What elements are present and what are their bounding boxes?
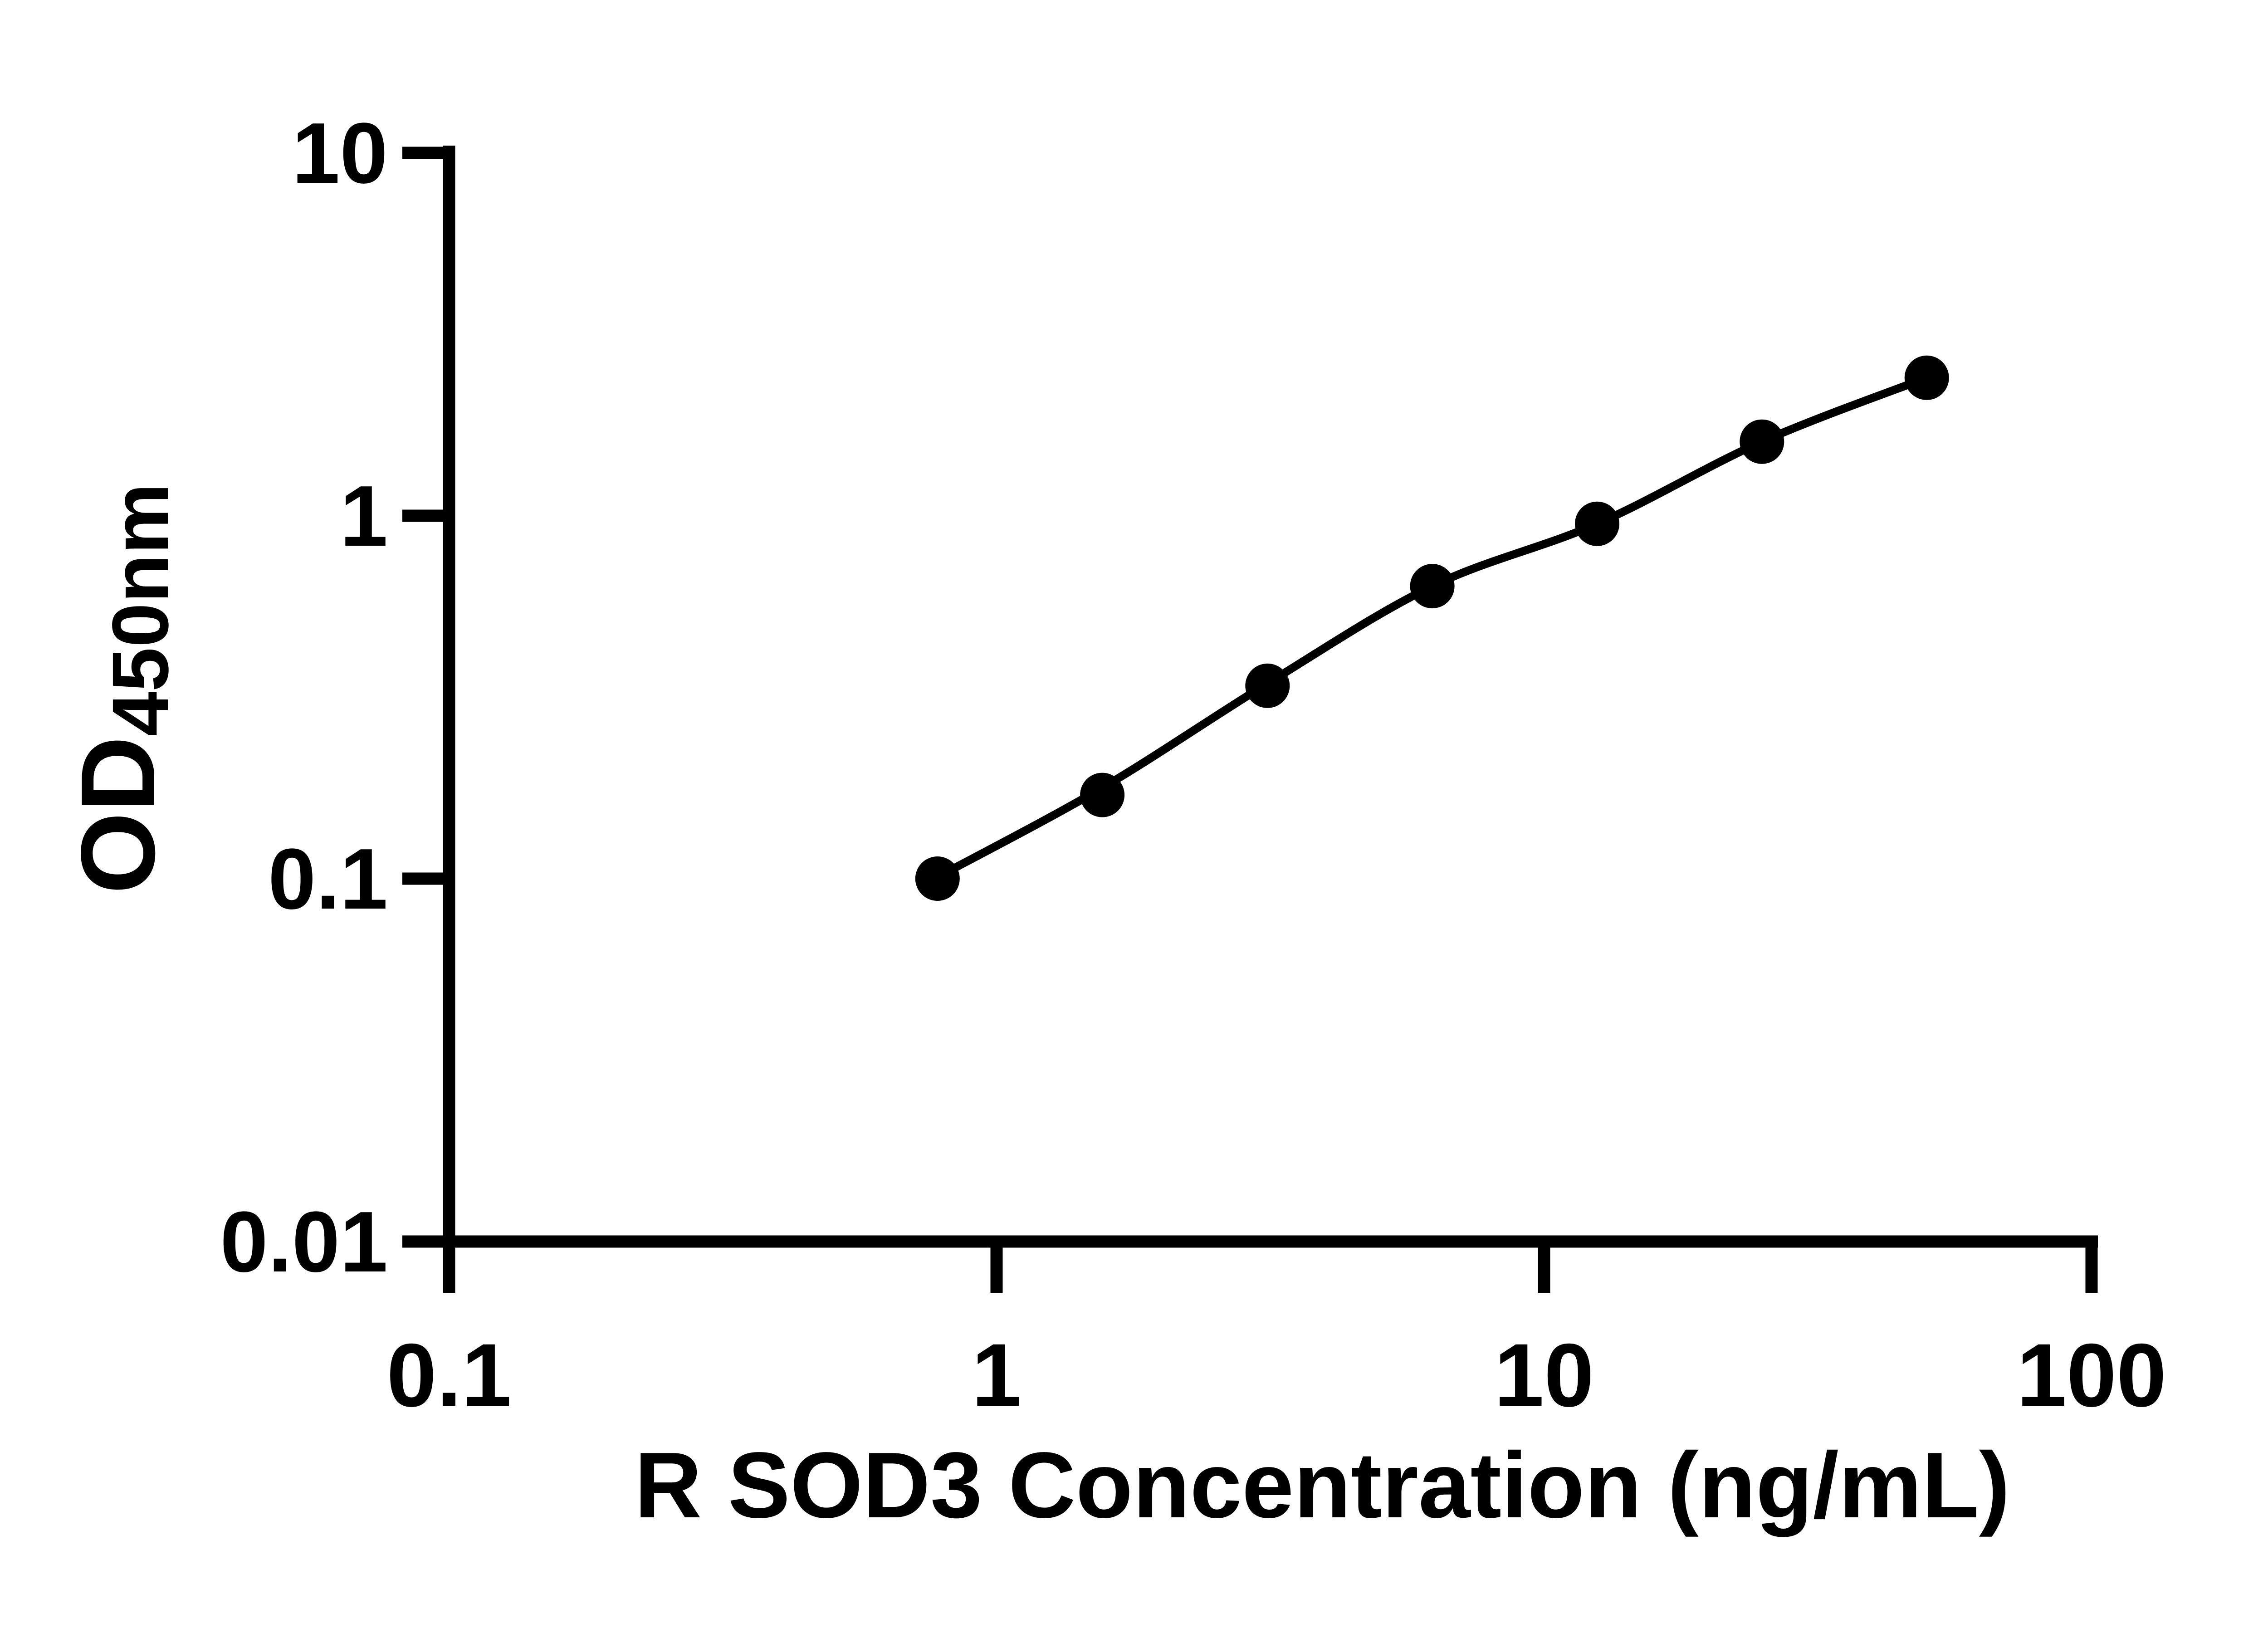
data-point-marker	[1410, 564, 1455, 609]
data-point-marker	[1245, 663, 1290, 708]
y-tick-label-0.01: 0.01	[220, 1194, 388, 1290]
y-tick-label-10: 10	[292, 105, 388, 201]
x-axis-tick-labels: 0.1 1 10 100	[386, 1325, 2166, 1425]
data-point-marker	[1740, 419, 1784, 464]
y-tick-label-0.1: 0.1	[268, 831, 388, 927]
x-tick-label-0.1: 0.1	[386, 1325, 511, 1425]
y-axis-title-subscript: 450nm	[96, 483, 185, 736]
y-axis-ticks	[402, 147, 449, 1248]
x-tick-label-1: 1	[972, 1325, 1022, 1425]
data-point-markers	[915, 355, 1949, 901]
y-axis-title-main: OD	[59, 736, 177, 894]
y-axis-title: OD450nm	[59, 483, 185, 894]
y-axis-tick-labels: 10 1 0.1 0.01	[220, 105, 388, 1290]
y-tick-label-1: 1	[340, 468, 388, 564]
x-tick-label-100: 100	[2017, 1325, 2166, 1425]
data-point-marker	[1080, 772, 1125, 817]
data-point-marker	[1904, 355, 1949, 400]
x-tick-label-10: 10	[1494, 1325, 1594, 1425]
data-point-marker	[915, 856, 960, 901]
x-axis-title: R SOD3 Concentration (ng/mL)	[635, 1433, 2010, 1537]
data-point-marker	[1575, 501, 1619, 546]
x-axis-ticks	[443, 1242, 2098, 1293]
